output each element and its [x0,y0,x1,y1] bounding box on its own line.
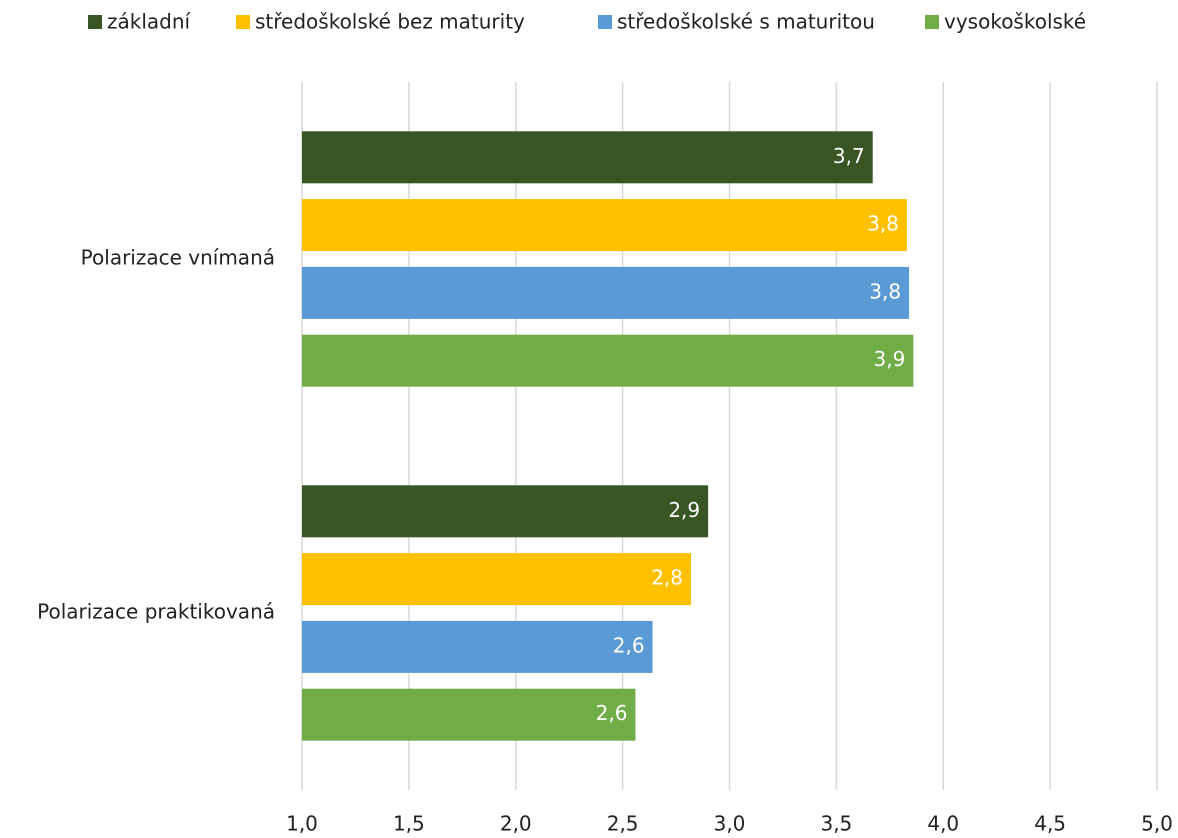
value-label: 3,7 [833,144,865,168]
x-tick-label: 2,5 [607,812,639,836]
bar [302,485,709,538]
x-tick-label: 3,5 [820,812,852,836]
value-label: 2,6 [613,633,645,657]
value-label: 2,6 [596,701,628,725]
bar [302,688,636,741]
category-label: Polarizace vnímaná [81,246,275,270]
bar [302,334,914,387]
bar [302,620,653,673]
value-label: 2,9 [668,498,700,522]
legend-swatch [925,15,939,29]
bar [302,199,907,252]
category-label: Polarizace praktikovaná [37,600,275,624]
legend-swatch [88,15,102,29]
value-label: 3,9 [874,347,906,371]
legend-swatch [236,15,250,29]
bar [302,131,873,184]
x-tick-label: 3,0 [714,812,746,836]
value-label: 3,8 [869,279,901,303]
legend-label: vysokoškolské [944,10,1086,34]
value-label: 2,8 [651,566,683,590]
legend-label: středoškolské bez maturity [255,10,525,34]
x-tick-label: 2,0 [500,812,532,836]
x-tick-label: 5,0 [1141,812,1173,836]
x-tick-label: 4,0 [927,812,959,836]
legend-label: středoškolské s maturitou [617,10,875,34]
value-label: 3,8 [867,212,899,236]
legend-label: základní [107,10,192,34]
x-tick-label: 1,0 [286,812,318,836]
x-tick-label: 4,5 [1034,812,1066,836]
x-tick-label: 1,5 [393,812,425,836]
bar [302,266,910,319]
legend-swatch [598,15,612,29]
bar [302,553,692,606]
